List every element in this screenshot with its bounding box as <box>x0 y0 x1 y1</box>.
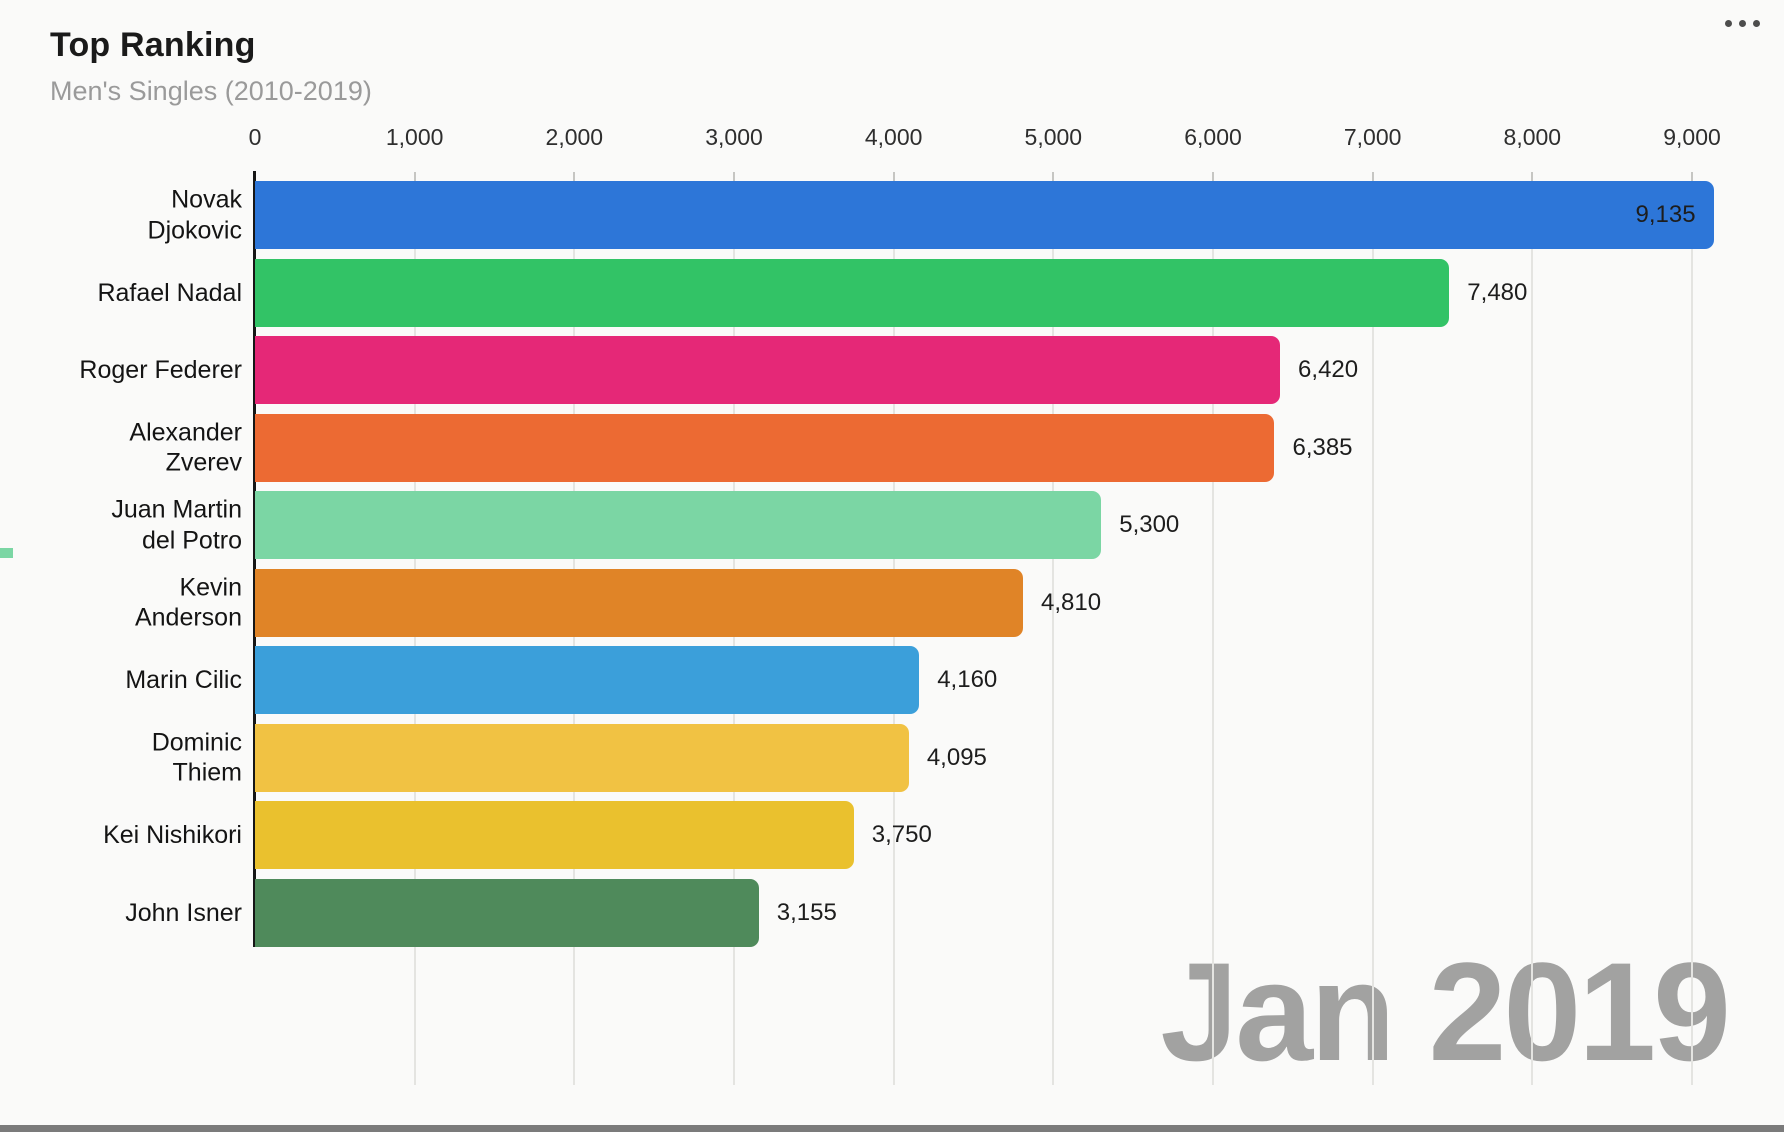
gridline-7000 <box>1371 172 1374 1085</box>
value-label-roger-federer: 6,420 <box>1298 356 1359 383</box>
axis-tick-label-5000: 5,000 <box>1024 124 1083 150</box>
value-label-marin-cilic: 4,160 <box>937 666 998 693</box>
axis-tick-6000 <box>1212 172 1214 181</box>
value-label-juan-martin-del-potro: 5,300 <box>1119 511 1180 538</box>
axis-tick-5000 <box>1052 172 1055 181</box>
bar-marin-cilic[interactable] <box>255 646 920 714</box>
gridline-9000 <box>1691 172 1693 1085</box>
player-name-john-isner: John Isner <box>125 898 242 927</box>
value-label-rafael-nadal: 7,480 <box>1467 278 1528 306</box>
axis-tick-label-1000: 1,000 <box>385 124 444 150</box>
player-name-dominic-thiem: Dominic Thiem <box>151 728 242 787</box>
bar-kei-nishikori[interactable] <box>255 801 854 869</box>
player-name-novak-djokovic: Novak Djokovic <box>147 185 242 245</box>
player-name-juan-martin-del-potro: Juan Martin del Potro <box>111 495 242 555</box>
bar-alexander-zverev[interactable] <box>255 413 1275 482</box>
axis-tick-4000 <box>892 172 895 181</box>
value-label-john-isner: 3,155 <box>776 898 837 926</box>
axis-tick-label-6000: 6,000 <box>1184 124 1242 150</box>
bar-john-isner[interactable] <box>255 878 759 947</box>
player-name-rafael-nadal: Rafael Nadal <box>97 278 242 307</box>
bar-roger-federer[interactable] <box>255 336 1281 404</box>
axis-tick-label-8000: 8,000 <box>1503 124 1562 150</box>
date-counter: Jan 2019 <box>1160 933 1731 1090</box>
axis-tick-label-2000: 2,000 <box>545 124 604 150</box>
player-name-kei-nishikori: Kei Nishikori <box>103 820 242 849</box>
value-label-kei-nishikori: 3,750 <box>871 821 932 848</box>
stray-bar-fragment <box>0 548 13 558</box>
menu-dot-icon <box>1725 20 1732 27</box>
axis-tick-label-4000: 4,000 <box>864 124 923 150</box>
chart-title: Top Ranking <box>50 26 256 64</box>
menu-dot-icon <box>1753 20 1760 27</box>
value-label-alexander-zverev: 6,385 <box>1292 433 1353 461</box>
axis-tick-label-3000: 3,000 <box>705 124 763 150</box>
bar-novak-djokovic[interactable] <box>255 181 1714 249</box>
player-name-alexander-zverev: Alexander Zverev <box>129 418 242 477</box>
chart-subtitle: Men's Singles (2010-2019) <box>50 76 372 106</box>
value-label-novak-djokovic: 9,135 <box>1635 201 1696 228</box>
axis-tick-label-0: 0 <box>248 124 262 150</box>
options-menu-button[interactable] <box>1719 14 1766 33</box>
menu-dot-icon <box>1739 20 1746 27</box>
bar-rafael-nadal[interactable] <box>255 258 1450 327</box>
gridline-8000 <box>1531 172 1534 1085</box>
axis-tick-1000 <box>413 172 416 181</box>
bar-kevin-anderson[interactable] <box>255 568 1023 637</box>
bar-juan-martin-del-potro[interactable] <box>255 491 1102 559</box>
player-name-kevin-anderson: Kevin Anderson <box>134 573 242 632</box>
timeline-progress-bar[interactable] <box>0 1125 1784 1132</box>
axis-tick-2000 <box>573 172 576 181</box>
player-name-roger-federer: Roger Federer <box>79 355 242 384</box>
gridline-6000 <box>1212 172 1214 1085</box>
axis-tick-label-7000: 7,000 <box>1343 124 1402 150</box>
value-axis-line <box>253 171 256 947</box>
gridline-5000 <box>1052 172 1055 1085</box>
axis-tick-7000 <box>1371 172 1374 181</box>
axis-tick-3000 <box>733 172 735 181</box>
bar-dominic-thiem[interactable] <box>255 723 909 792</box>
axis-tick-label-9000: 9,000 <box>1663 124 1721 150</box>
axis-tick-9000 <box>1691 172 1693 181</box>
value-label-kevin-anderson: 4,810 <box>1040 588 1102 616</box>
player-name-marin-cilic: Marin Cilic <box>125 665 242 694</box>
axis-tick-8000 <box>1531 172 1534 181</box>
value-label-dominic-thiem: 4,095 <box>926 743 987 771</box>
